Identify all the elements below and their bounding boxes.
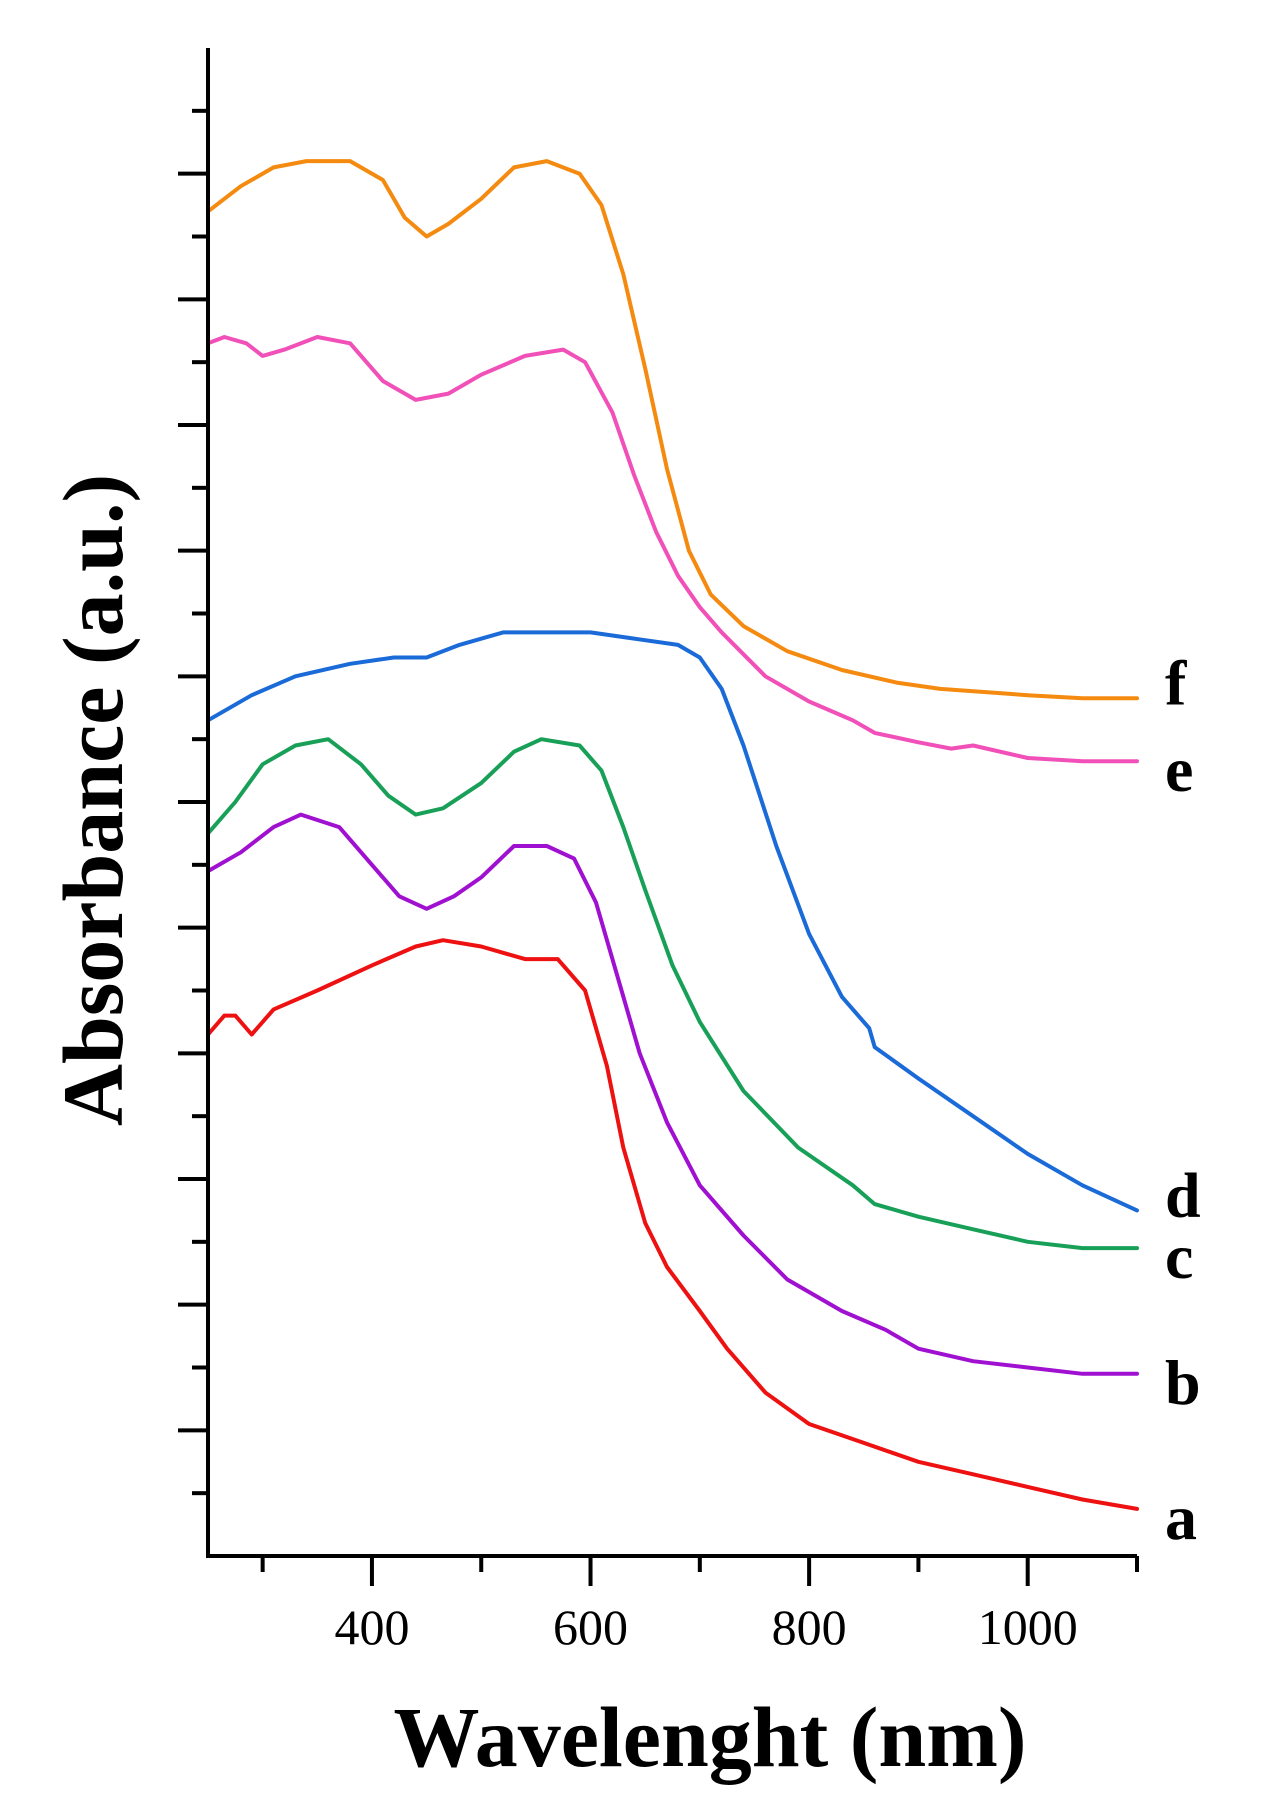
series-label-f: f	[1165, 647, 1187, 718]
x-axis-title: Wavelenght (nm)	[393, 1689, 1026, 1785]
series-line-b	[206, 812, 1139, 1376]
series-label-c: c	[1165, 1221, 1193, 1292]
series-line-f	[206, 159, 1139, 701]
series-line-d	[206, 630, 1139, 1213]
series-line-a	[206, 938, 1139, 1511]
axes-layer	[206, 48, 1137, 1558]
x-ticks-layer: 400 600 800 1000	[260, 1556, 1139, 1655]
series-layer	[206, 159, 1139, 1511]
series-label-b: b	[1165, 1347, 1201, 1418]
series-label-e: e	[1165, 734, 1193, 805]
x-tick-label: 600	[553, 1599, 628, 1655]
y-ticks-layer	[178, 108, 208, 1496]
series-line-c	[206, 737, 1139, 1251]
y-axis-title: Absorbance (a.u.)	[45, 474, 141, 1126]
series-label-a: a	[1165, 1482, 1197, 1553]
x-tick-label: 800	[772, 1599, 847, 1655]
x-tick-label: 400	[334, 1599, 409, 1655]
x-tick-label: 1000	[978, 1599, 1078, 1655]
series-line-e	[206, 335, 1139, 764]
series-label-d: d	[1165, 1159, 1201, 1230]
